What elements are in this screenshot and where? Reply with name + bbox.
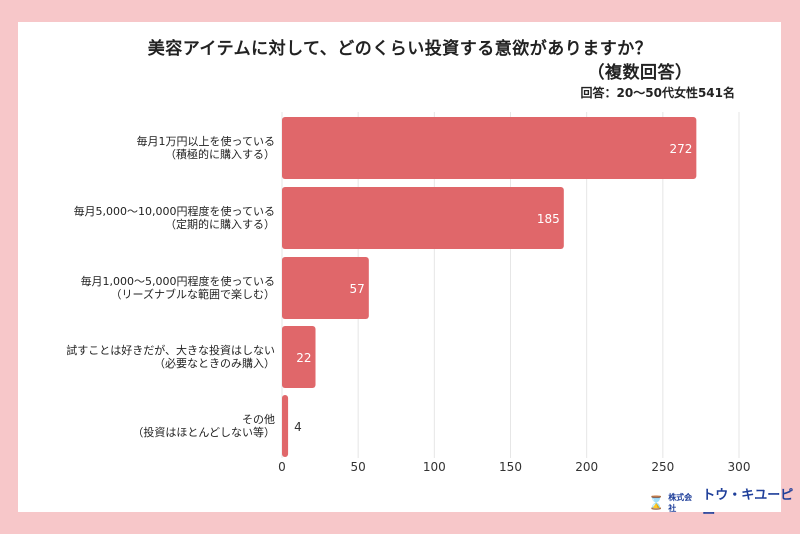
logo-prefix: 株式会社 xyxy=(668,493,693,513)
category-label-line: 毎月1万円以上を使っている xyxy=(136,135,275,148)
category-label: 毎月5,000〜10,000円程度を使っている （定期的に購入する） xyxy=(15,205,275,231)
category-label: 試すことは好きだが、大きな投資はしない （必要なときのみ購入） xyxy=(15,344,275,370)
x-tick-label: 250 xyxy=(651,460,674,474)
x-tick-label: 300 xyxy=(728,460,751,474)
bar xyxy=(282,117,697,179)
category-label: その他 （投資はほとんどしない等） xyxy=(15,413,275,439)
x-tick-label: 0 xyxy=(278,460,286,474)
chart-subtitle: （複数回答） xyxy=(587,63,693,83)
data-label: 4 xyxy=(294,420,302,434)
category-label-line: （必要なときのみ購入） xyxy=(154,357,275,370)
data-label: 272 xyxy=(669,142,692,156)
logo-name: トウ・キユーピー xyxy=(702,488,794,522)
x-tick-label: 100 xyxy=(423,460,446,474)
bar xyxy=(282,395,289,457)
category-label-line: （投資はほとんどしない等） xyxy=(132,426,275,439)
category-label-line: （定期的に購入する） xyxy=(165,218,275,231)
logo-mark-icon: ⌛ xyxy=(648,495,665,511)
category-label-line: 試すことは好きだが、大きな投資はしない xyxy=(66,344,275,357)
bar xyxy=(282,257,369,319)
category-label-line: （リーズナブルな範囲で楽しむ） xyxy=(110,288,275,301)
category-label: 毎月1,000〜5,000円程度を使っている （リーズナブルな範囲で楽しむ） xyxy=(15,275,275,301)
category-label-line: （積極的に購入する） xyxy=(165,148,275,161)
category-label: 毎月1万円以上を使っている （積極的に購入する） xyxy=(15,135,275,161)
respondent-note: 回答：20〜50代女性541名 xyxy=(580,86,735,100)
chart-title: 美容アイテムに対して、どのくらい投資する意欲がありますか？ xyxy=(147,39,653,59)
bar xyxy=(282,187,564,249)
company-logo: ⌛ 株式会社 トウ・キユーピー xyxy=(648,484,800,522)
data-label: 22 xyxy=(296,351,311,365)
bar xyxy=(282,326,316,388)
x-tick-label: 50 xyxy=(351,460,366,474)
chart-panel xyxy=(18,22,781,512)
category-label-line: その他 xyxy=(242,413,275,426)
x-tick-label: 200 xyxy=(575,460,598,474)
data-label: 185 xyxy=(537,212,560,226)
category-label-line: 毎月1,000〜5,000円程度を使っている xyxy=(80,275,275,288)
category-label-line: 毎月5,000〜10,000円程度を使っている xyxy=(73,205,275,218)
data-label: 57 xyxy=(350,282,365,296)
x-tick-label: 150 xyxy=(499,460,522,474)
